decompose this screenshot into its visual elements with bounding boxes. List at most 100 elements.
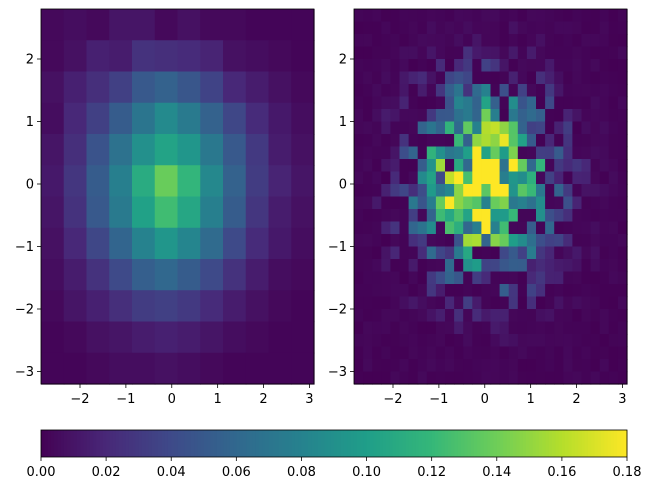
heatmap-cell	[154, 227, 179, 260]
heatmap-cell	[417, 9, 428, 23]
colorbar-segment	[298, 430, 302, 457]
heatmap-cell	[426, 134, 437, 148]
heatmap-cell	[390, 346, 401, 360]
heatmap-cell	[426, 34, 437, 48]
heatmap-cell	[526, 146, 537, 160]
colorbar-segment	[379, 430, 384, 457]
heatmap-cell	[463, 84, 473, 98]
heatmap-cell	[435, 196, 446, 210]
colorbar-segment	[522, 430, 527, 457]
heatmap-cell	[608, 96, 619, 110]
heatmap-cell	[363, 196, 373, 210]
heatmap-cell	[399, 359, 410, 373]
heatmap-cell	[572, 196, 583, 210]
heatmap-cell	[291, 321, 315, 354]
heatmap-cell	[617, 359, 628, 373]
y-tick-label: 1	[339, 115, 347, 130]
colorbar-segment	[587, 430, 592, 457]
heatmap-cell	[426, 84, 437, 98]
x-tick-label: −2	[70, 392, 89, 407]
heatmap-cell	[354, 121, 364, 135]
heatmap-cell	[545, 21, 555, 35]
heatmap-cell	[363, 271, 373, 285]
heatmap-cell	[508, 59, 519, 73]
colorbar-segment	[324, 430, 328, 457]
heatmap-cell	[581, 221, 592, 235]
heatmap-cell	[554, 134, 564, 148]
colorbar-segment	[552, 430, 556, 457]
colorbar-segment	[184, 430, 188, 457]
colorbar-tick-label: 0.06	[222, 465, 251, 480]
heatmap-cell	[426, 346, 437, 360]
heatmap-cell	[481, 221, 492, 235]
heatmap-cell	[390, 284, 401, 298]
colorbar-segment	[268, 430, 273, 457]
heatmap-cell	[63, 196, 88, 229]
colorbar-tick-label: 0.00	[27, 465, 56, 480]
heatmap-cell	[499, 84, 510, 98]
heatmap-cell	[608, 334, 619, 348]
heatmap-cell	[408, 346, 419, 360]
heatmap-cell	[590, 96, 601, 110]
heatmap-cell	[435, 34, 446, 48]
colorbar-segment	[529, 430, 534, 457]
heatmap-cell	[590, 359, 601, 373]
colorbar-segment	[395, 430, 400, 457]
heatmap-cell	[608, 184, 619, 198]
heatmap-cell	[499, 259, 510, 273]
heatmap-cell	[508, 259, 519, 273]
heatmap-cell	[617, 171, 628, 185]
heatmap-cell	[426, 146, 437, 160]
heatmap-cell	[536, 371, 546, 385]
colorbar-segment	[255, 430, 260, 457]
colorbar-segment	[389, 430, 394, 457]
heatmap-cell	[372, 309, 382, 323]
heatmap-cell	[526, 59, 537, 73]
colorbar-tick-label: 0.14	[482, 465, 511, 480]
heatmap-cell	[463, 34, 473, 48]
heatmap-cell	[426, 46, 437, 60]
heatmap-cell	[554, 284, 564, 298]
heatmap-cell	[536, 321, 546, 335]
y-tick-label: 2	[339, 53, 347, 68]
heatmap-cell	[417, 221, 428, 235]
heatmap-cell	[417, 246, 428, 260]
colorbar-segment	[177, 430, 182, 457]
heatmap-cell	[554, 34, 564, 48]
colorbar-segment	[376, 430, 381, 457]
colorbar-segment	[558, 430, 563, 457]
heatmap-cell	[463, 309, 473, 323]
right-heatmap-panel: −2 −1 0 1 2 3 −3 −2 −1 0 1 2	[328, 8, 628, 407]
heatmap-cell	[572, 46, 583, 60]
heatmap-cell	[417, 321, 428, 335]
heatmap-cell	[390, 209, 401, 223]
colorbar-segment	[109, 430, 114, 457]
heatmap-cell	[245, 352, 270, 385]
heatmap-cell	[354, 209, 364, 223]
colorbar-segment	[526, 430, 530, 457]
heatmap-cell	[481, 71, 492, 85]
heatmap-cell	[408, 84, 419, 98]
heatmap-cell	[608, 146, 619, 160]
heatmap-cell	[445, 359, 455, 373]
heatmap-cell	[554, 84, 564, 98]
colorbar-segment	[70, 430, 75, 457]
heatmap-cell	[554, 59, 564, 73]
heatmap-cell	[481, 334, 492, 348]
heatmap-cell	[508, 371, 519, 385]
colorbar-segment	[242, 430, 247, 457]
heatmap-cell	[381, 284, 391, 298]
heatmap-cell	[490, 21, 501, 35]
heatmap-cell	[472, 134, 482, 148]
colorbar-segment	[220, 430, 224, 457]
heatmap-cell	[599, 121, 610, 135]
heatmap-cell	[354, 59, 364, 73]
heatmap-cell	[399, 209, 410, 223]
x-tick-label: 3	[305, 392, 313, 407]
heatmap-cell	[517, 59, 528, 73]
heatmap-cell	[445, 321, 455, 335]
heatmap-cell	[445, 134, 455, 148]
heatmap-cell	[200, 71, 224, 104]
heatmap-cell	[608, 346, 619, 360]
heatmap-cell	[454, 221, 464, 235]
